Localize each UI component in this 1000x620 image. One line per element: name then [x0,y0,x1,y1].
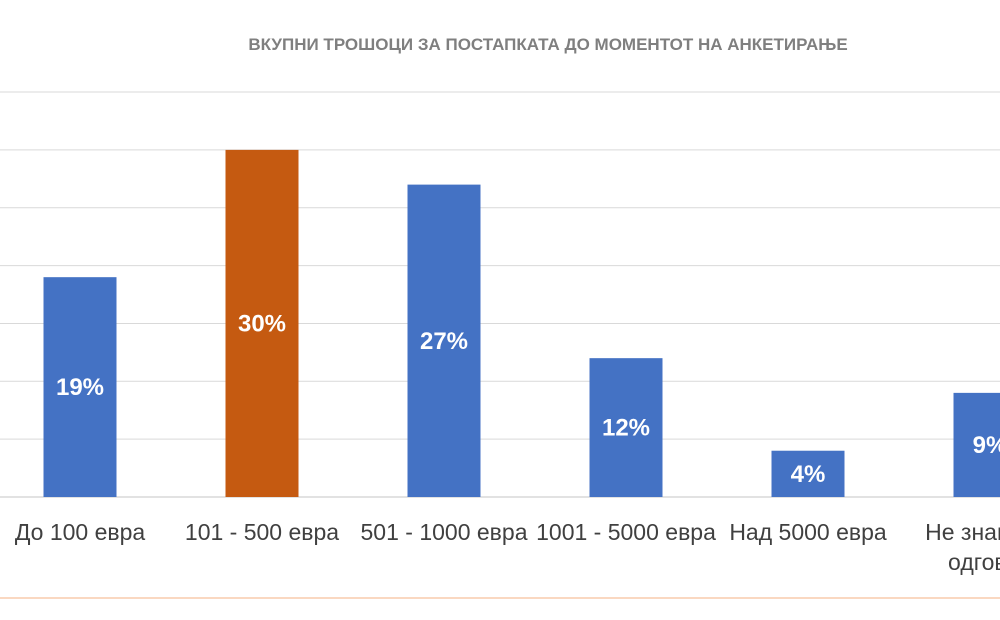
category-labels: До 100 евра 101 - 500 евра 501 - 1000 евра… [15,519,1000,575]
bar [43,277,117,497]
gridlines [0,91,1000,498]
data-label: 9% [973,432,1000,459]
category-label: 1001 - 5000 евра [536,519,716,545]
category-label: Над 5000 евра [729,519,887,545]
bar [407,184,481,498]
category-label: До 100 евра [15,519,146,545]
data-labels: 19% 30% 27% 12% 4% 9% [56,310,1000,487]
bar [953,392,1000,497]
category-label: Не знам/без [925,519,1000,545]
data-label: 30% [238,310,286,337]
data-label: 19% [56,374,104,401]
data-label: 27% [420,328,468,355]
bar [589,358,663,497]
data-label: 12% [602,415,650,442]
bar [771,450,845,497]
chart-title: ВКУПНИ ТРОШОЦИ ЗА ПОСТАПКАТА ДО МОМЕНТОТ… [248,35,847,54]
category-label: одговор [948,549,1000,575]
bar [225,149,299,497]
category-label: 101 - 500 евра [185,519,339,545]
bars [43,149,1000,498]
category-label: 501 - 1000 евра [361,519,528,545]
data-label: 4% [791,461,826,488]
